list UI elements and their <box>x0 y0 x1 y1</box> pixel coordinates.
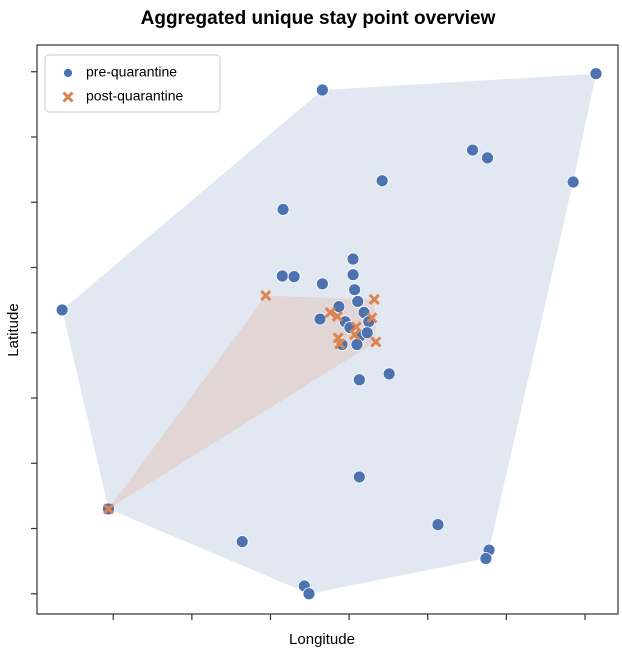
point <box>346 252 360 266</box>
point <box>375 174 389 188</box>
point <box>346 268 360 282</box>
point <box>275 269 289 283</box>
legend-box <box>44 54 221 113</box>
point <box>287 270 301 284</box>
point <box>366 312 378 324</box>
point <box>351 295 365 308</box>
point <box>276 203 290 216</box>
point <box>360 326 374 340</box>
point <box>350 321 362 333</box>
point <box>348 283 362 297</box>
point <box>260 290 272 302</box>
point <box>102 503 115 515</box>
point <box>382 367 396 381</box>
point <box>352 470 366 484</box>
point <box>481 151 494 165</box>
plot-frame <box>36 44 619 615</box>
point <box>479 552 493 565</box>
point <box>302 587 316 601</box>
point <box>235 535 249 548</box>
point <box>431 518 445 532</box>
point <box>589 67 603 81</box>
legend-label: pre-quarantine <box>86 64 177 80</box>
x-axis-label: Longitude <box>289 631 355 648</box>
point <box>324 306 336 319</box>
point <box>349 329 361 341</box>
legend-label: post-quarantine <box>86 88 184 104</box>
point <box>566 175 580 189</box>
chart-title: Aggregated unique stay point overview <box>141 8 496 29</box>
point <box>368 293 380 306</box>
point <box>315 83 329 97</box>
hulls <box>62 73 596 594</box>
point <box>331 310 343 323</box>
convex-hull <box>108 295 376 509</box>
legend-marker <box>62 91 74 103</box>
point <box>313 312 327 326</box>
legend: pre-quarantine post-quarantine <box>44 54 221 113</box>
point <box>332 300 346 314</box>
y-axis-label: Latitude <box>5 303 22 356</box>
point <box>315 277 329 291</box>
point <box>334 338 346 350</box>
point <box>55 303 69 317</box>
point <box>352 373 366 387</box>
convex-hull <box>62 73 596 594</box>
point <box>370 336 382 348</box>
point <box>466 143 479 157</box>
point <box>350 338 364 351</box>
legend-marker <box>63 68 73 78</box>
points <box>55 67 603 601</box>
